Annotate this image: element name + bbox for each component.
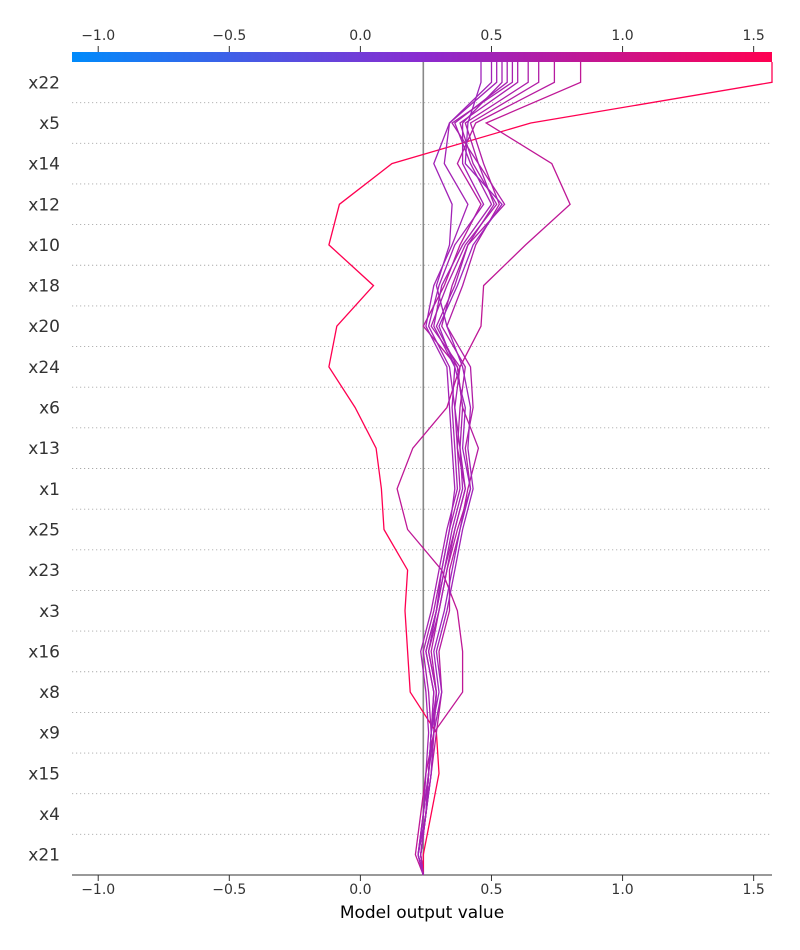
series-line-12 [420, 62, 514, 876]
feature-label-x20: x20 [28, 317, 60, 337]
feature-label-x8: x8 [39, 683, 60, 703]
feature-label-x12: x12 [28, 195, 60, 215]
series-line-7 [417, 62, 508, 876]
feature-label-x14: x14 [28, 155, 60, 175]
top-tick-label: −1.0 [81, 28, 115, 44]
feature-label-x24: x24 [28, 358, 60, 378]
feature-label-x5: x5 [39, 114, 60, 134]
gridlines [72, 102, 772, 876]
bottom-tick-label: −1.0 [81, 882, 115, 898]
bottom-tick-label: 0.5 [480, 882, 502, 898]
bottom-tick-label: 1.0 [611, 882, 633, 898]
series-line-10 [420, 62, 493, 876]
feature-label-x10: x10 [28, 236, 60, 256]
top-tick-label: 1.5 [743, 28, 765, 44]
bottom-tick-label: 0.0 [349, 882, 371, 898]
feature-label-x23: x23 [28, 561, 60, 581]
feature-label-x4: x4 [39, 805, 60, 825]
feature-label-x25: x25 [28, 520, 60, 540]
feature-label-x18: x18 [28, 277, 60, 297]
feature-label-x6: x6 [39, 399, 60, 419]
feature-label-x21: x21 [28, 846, 60, 866]
top-axis: −1.0 −0.5 0.0 0.5 1.0 1.5 [81, 28, 765, 52]
top-tick-label: 0.5 [480, 28, 502, 44]
top-tick-label: 1.0 [611, 28, 633, 44]
feature-label-x16: x16 [28, 642, 60, 662]
x-axis-label: Model output value [340, 903, 504, 923]
bottom-tick-label: 1.5 [743, 882, 765, 898]
series-line-11 [417, 62, 503, 876]
feature-label-x22: x22 [28, 73, 60, 93]
feature-label-x3: x3 [39, 602, 60, 622]
series-line-1 [328, 62, 773, 875]
feature-label-x1: x1 [39, 480, 60, 500]
feature-label-x15: x15 [28, 764, 60, 784]
feature-label-x9: x9 [39, 724, 60, 744]
top-tick-label: 0.0 [349, 28, 371, 44]
feature-label-x13: x13 [28, 439, 60, 459]
series-line-3 [417, 62, 556, 876]
top-tick-label: −0.5 [212, 28, 246, 44]
feature-labels: x22 x5 x14 x12 x10 x18 x20 x24 x6 x13 x1 x25 x23 x3 x1… [28, 73, 60, 865]
bottom-tick-label: −0.5 [212, 882, 246, 898]
colorbar [72, 52, 772, 62]
series-lines [328, 62, 773, 876]
bottom-axis: −1.0 −0.5 0.0 0.5 1.0 1.5 [72, 874, 772, 898]
